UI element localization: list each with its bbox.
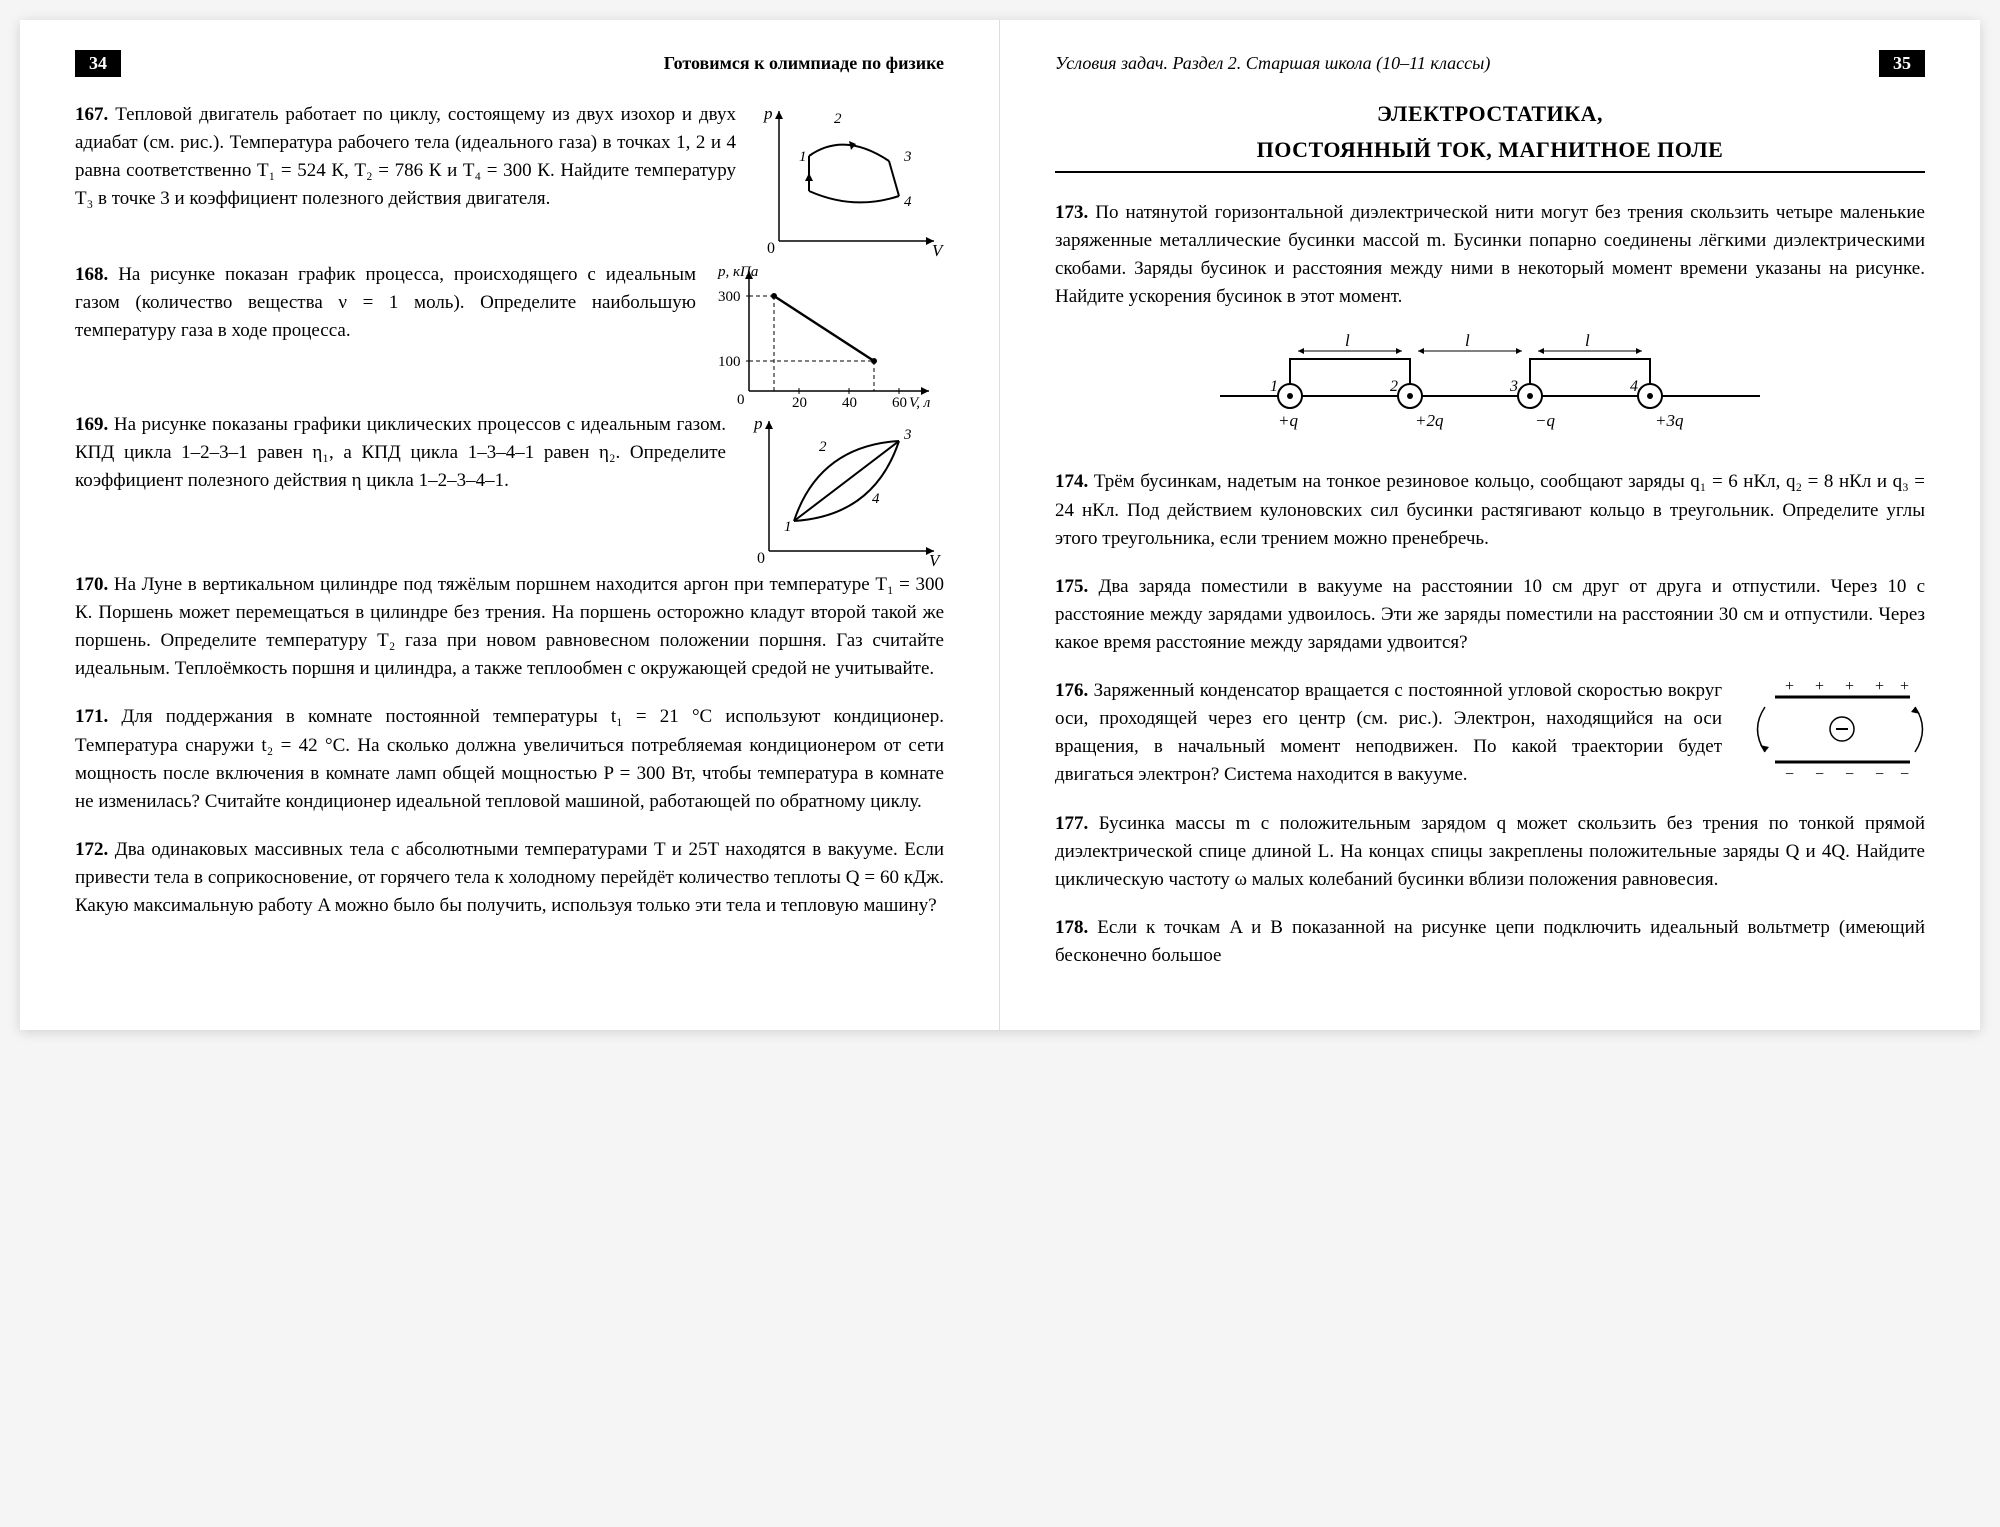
section-rule: [1055, 171, 1925, 173]
svg-text:3: 3: [903, 149, 912, 165]
svg-text:40: 40: [842, 395, 857, 411]
svg-text:0: 0: [767, 240, 775, 257]
svg-text:1: 1: [799, 149, 807, 165]
problem-170-text: На Луне в вертикальном цилиндре под тяжё…: [75, 574, 944, 679]
figure-168: p, кПа V, л 0 300 100 20 40 60: [714, 261, 944, 411]
problem-167-text: Тепловой двигатель работает по циклу, со…: [75, 104, 736, 209]
problem-174-text: Трём бусинкам, надетым на тонкое резинов…: [1055, 471, 1925, 548]
problem-176-row: 176. Заряженный конденсатор вращается с …: [1055, 677, 1925, 809]
svg-text:−q: −q: [1535, 411, 1555, 430]
problem-170: 170. На Луне в вертикальном цилиндре под…: [75, 571, 944, 683]
svg-text:+q: +q: [1278, 411, 1298, 430]
problem-176: 176. Заряженный конденсатор вращается с …: [1055, 677, 1722, 789]
svg-text:V: V: [932, 241, 944, 260]
header-title-left: Готовимся к олимпиаде по физике: [664, 53, 944, 74]
page-34: 34 Готовимся к олимпиаде по физике 167. …: [20, 20, 1000, 1030]
svg-text:+: +: [1785, 678, 1794, 695]
svg-text:3: 3: [1509, 378, 1518, 395]
problem-171-text: Для поддержания в комнате постоянной тем…: [75, 706, 944, 811]
problem-169-row: 169. На рисунке показаны графики цикличе…: [75, 411, 944, 571]
svg-text:4: 4: [904, 194, 912, 210]
svg-text:+: +: [1875, 678, 1884, 695]
svg-text:l: l: [1465, 331, 1470, 350]
svg-text:+3q: +3q: [1655, 411, 1684, 430]
problem-172-text: Два одинаковых массивных тела с абсолютн…: [75, 839, 944, 916]
figure-167: p V 0 1 2 3 4: [754, 101, 944, 261]
problem-168-text: На рисунке показан график процесса, прои…: [75, 264, 696, 341]
svg-text:+: +: [1900, 678, 1909, 695]
svg-text:2: 2: [834, 111, 842, 127]
problem-172: 172. Два одинаковых массивных тела с абс…: [75, 836, 944, 920]
bead-3: 3 −q: [1509, 378, 1555, 430]
problem-168: 168. На рисунке показан график процесса,…: [75, 261, 696, 345]
svg-text:1: 1: [1270, 378, 1278, 395]
page-35: Условия задач. Раздел 2. Старшая школа (…: [1000, 20, 1980, 1030]
problem-169: 169. На рисунке показаны графики цикличе…: [75, 411, 726, 495]
header-right: Условия задач. Раздел 2. Старшая школа (…: [1055, 50, 1925, 77]
problem-177-text: Бусинка массы m с положительным зарядом …: [1055, 813, 1925, 890]
problem-173-text: По натянутой горизонтальной диэлектричес…: [1055, 202, 1925, 307]
svg-text:−: −: [1845, 766, 1854, 783]
svg-text:+2q: +2q: [1415, 411, 1444, 430]
svg-text:+: +: [1845, 678, 1854, 695]
svg-text:l: l: [1585, 331, 1590, 350]
header-left: 34 Готовимся к олимпиаде по физике: [75, 50, 944, 77]
figure-173: l l l 1 +q: [1210, 331, 1770, 446]
svg-text:l: l: [1345, 331, 1350, 350]
bead-2: 2 +2q: [1390, 378, 1444, 430]
bead-1: 1 +q: [1270, 378, 1302, 430]
figure-176: + + + + + − − − − −: [1740, 677, 1925, 787]
figure-169: p V 0 1 2 3 4: [744, 411, 944, 571]
bead-4: 4 +3q: [1630, 378, 1684, 430]
section-title-line1: ЭЛЕКТРОСТАТИКА,: [1055, 101, 1925, 127]
section-title-line2: ПОСТОЯННЫЙ ТОК, МАГНИТНОЕ ПОЛЕ: [1055, 137, 1925, 163]
svg-text:4: 4: [872, 491, 880, 507]
svg-text:p: p: [753, 414, 763, 433]
problem-175: 175. Два заряда поместили в вакууме на р…: [1055, 573, 1925, 657]
problem-174: 174. Трём бусинкам, надетым на тонкое ре…: [1055, 468, 1925, 552]
svg-text:−: −: [1785, 766, 1794, 783]
problem-178-text: Если к точкам A и B показанной на рисунк…: [1055, 917, 1925, 966]
svg-text:20: 20: [792, 395, 807, 411]
svg-text:p: p: [763, 104, 773, 123]
problem-173: 173. По натянутой горизонтальной диэлект…: [1055, 199, 1925, 311]
svg-text:2: 2: [819, 439, 827, 455]
header-title-right: Условия задач. Раздел 2. Старшая школа (…: [1055, 53, 1490, 74]
svg-text:3: 3: [903, 427, 912, 443]
svg-text:p, кПа: p, кПа: [717, 264, 758, 280]
svg-text:+: +: [1815, 678, 1824, 695]
problem-171: 171. Для поддержания в комнате постоянно…: [75, 703, 944, 815]
problem-168-row: 168. На рисунке показан график процесса,…: [75, 261, 944, 411]
svg-text:V: V: [929, 551, 942, 570]
svg-text:100: 100: [718, 354, 741, 370]
problem-167: 167. Тепловой двигатель работает по цикл…: [75, 101, 736, 213]
svg-text:V, л: V, л: [909, 395, 931, 411]
problem-178: 178. Если к точкам A и B показанной на р…: [1055, 914, 1925, 970]
problem-167-row: 167. Тепловой двигатель работает по цикл…: [75, 101, 944, 261]
svg-text:300: 300: [718, 289, 741, 305]
page-number-34: 34: [75, 50, 121, 77]
svg-text:−: −: [1815, 766, 1824, 783]
svg-text:2: 2: [1390, 378, 1398, 395]
svg-text:−: −: [1900, 766, 1909, 783]
page-number-35: 35: [1879, 50, 1925, 77]
problem-169-text: На рисунке показаны графики циклических …: [75, 414, 726, 491]
problem-176-text: Заряженный конденсатор вращается с посто…: [1055, 680, 1722, 785]
svg-text:0: 0: [737, 392, 745, 408]
svg-text:−: −: [1875, 766, 1884, 783]
svg-text:0: 0: [757, 550, 765, 567]
svg-text:1: 1: [784, 519, 792, 535]
problem-175-text: Два заряда поместили в вакууме на рассто…: [1055, 576, 1925, 653]
svg-text:4: 4: [1630, 378, 1638, 395]
problem-177: 177. Бусинка массы m с положительным зар…: [1055, 810, 1925, 894]
svg-text:60: 60: [892, 395, 907, 411]
